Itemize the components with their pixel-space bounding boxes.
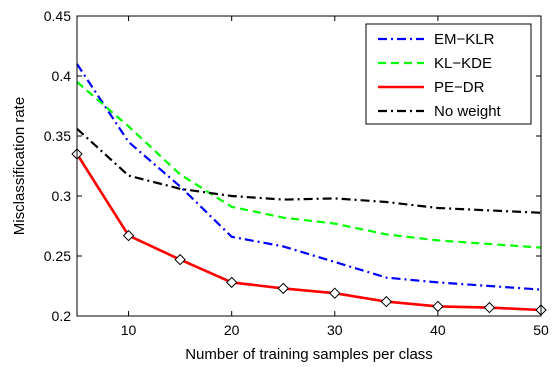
y-tick-label: 0.3: [52, 188, 72, 204]
x-axis-label: Number of training samples per class: [185, 346, 433, 363]
legend-entry-label: No weight: [434, 103, 502, 120]
y-tick-label: 0.35: [44, 128, 71, 144]
x-tick-label: 40: [430, 322, 446, 338]
data-point-marker: [174, 253, 186, 266]
data-point-marker: [329, 287, 341, 299]
data-point-marker: [122, 229, 135, 242]
plot-area: [71, 63, 547, 316]
legend-entry-label: PE−DR: [434, 79, 485, 96]
x-tick-label: 10: [121, 322, 137, 338]
series-line-1: [76, 81, 542, 249]
data-point-marker: [225, 276, 238, 289]
x-tick-label: 30: [327, 322, 343, 338]
y-tick-label: 0.45: [44, 8, 71, 24]
legend-entry-label: KL−KDE: [434, 55, 492, 72]
x-tick-label: 20: [224, 322, 240, 338]
y-axis-label: Misclassification rate: [11, 97, 28, 235]
x-tick-label: 50: [533, 322, 549, 338]
y-tick-label: 0.4: [52, 68, 72, 84]
data-point-marker: [277, 282, 289, 295]
legend-entry-label: EM−KLR: [434, 31, 495, 48]
data-point-marker: [380, 295, 393, 308]
data-point-marker: [483, 301, 496, 314]
legend-frame: [365, 23, 532, 125]
y-tick-label: 0.2: [52, 308, 72, 324]
legend: EM−KLR KL−KDE PE−DR No weight: [365, 23, 532, 125]
axes-frame: [76, 15, 542, 317]
axes: 10 20 30 40 50 0.2 0.25 0.3 0.35 0.4 0.45: [44, 8, 549, 338]
y-tick-label: 0.25: [44, 248, 71, 264]
series-line-2: [75, 153, 542, 312]
series-line-3: [76, 127, 542, 214]
series-line-0: [76, 63, 542, 291]
